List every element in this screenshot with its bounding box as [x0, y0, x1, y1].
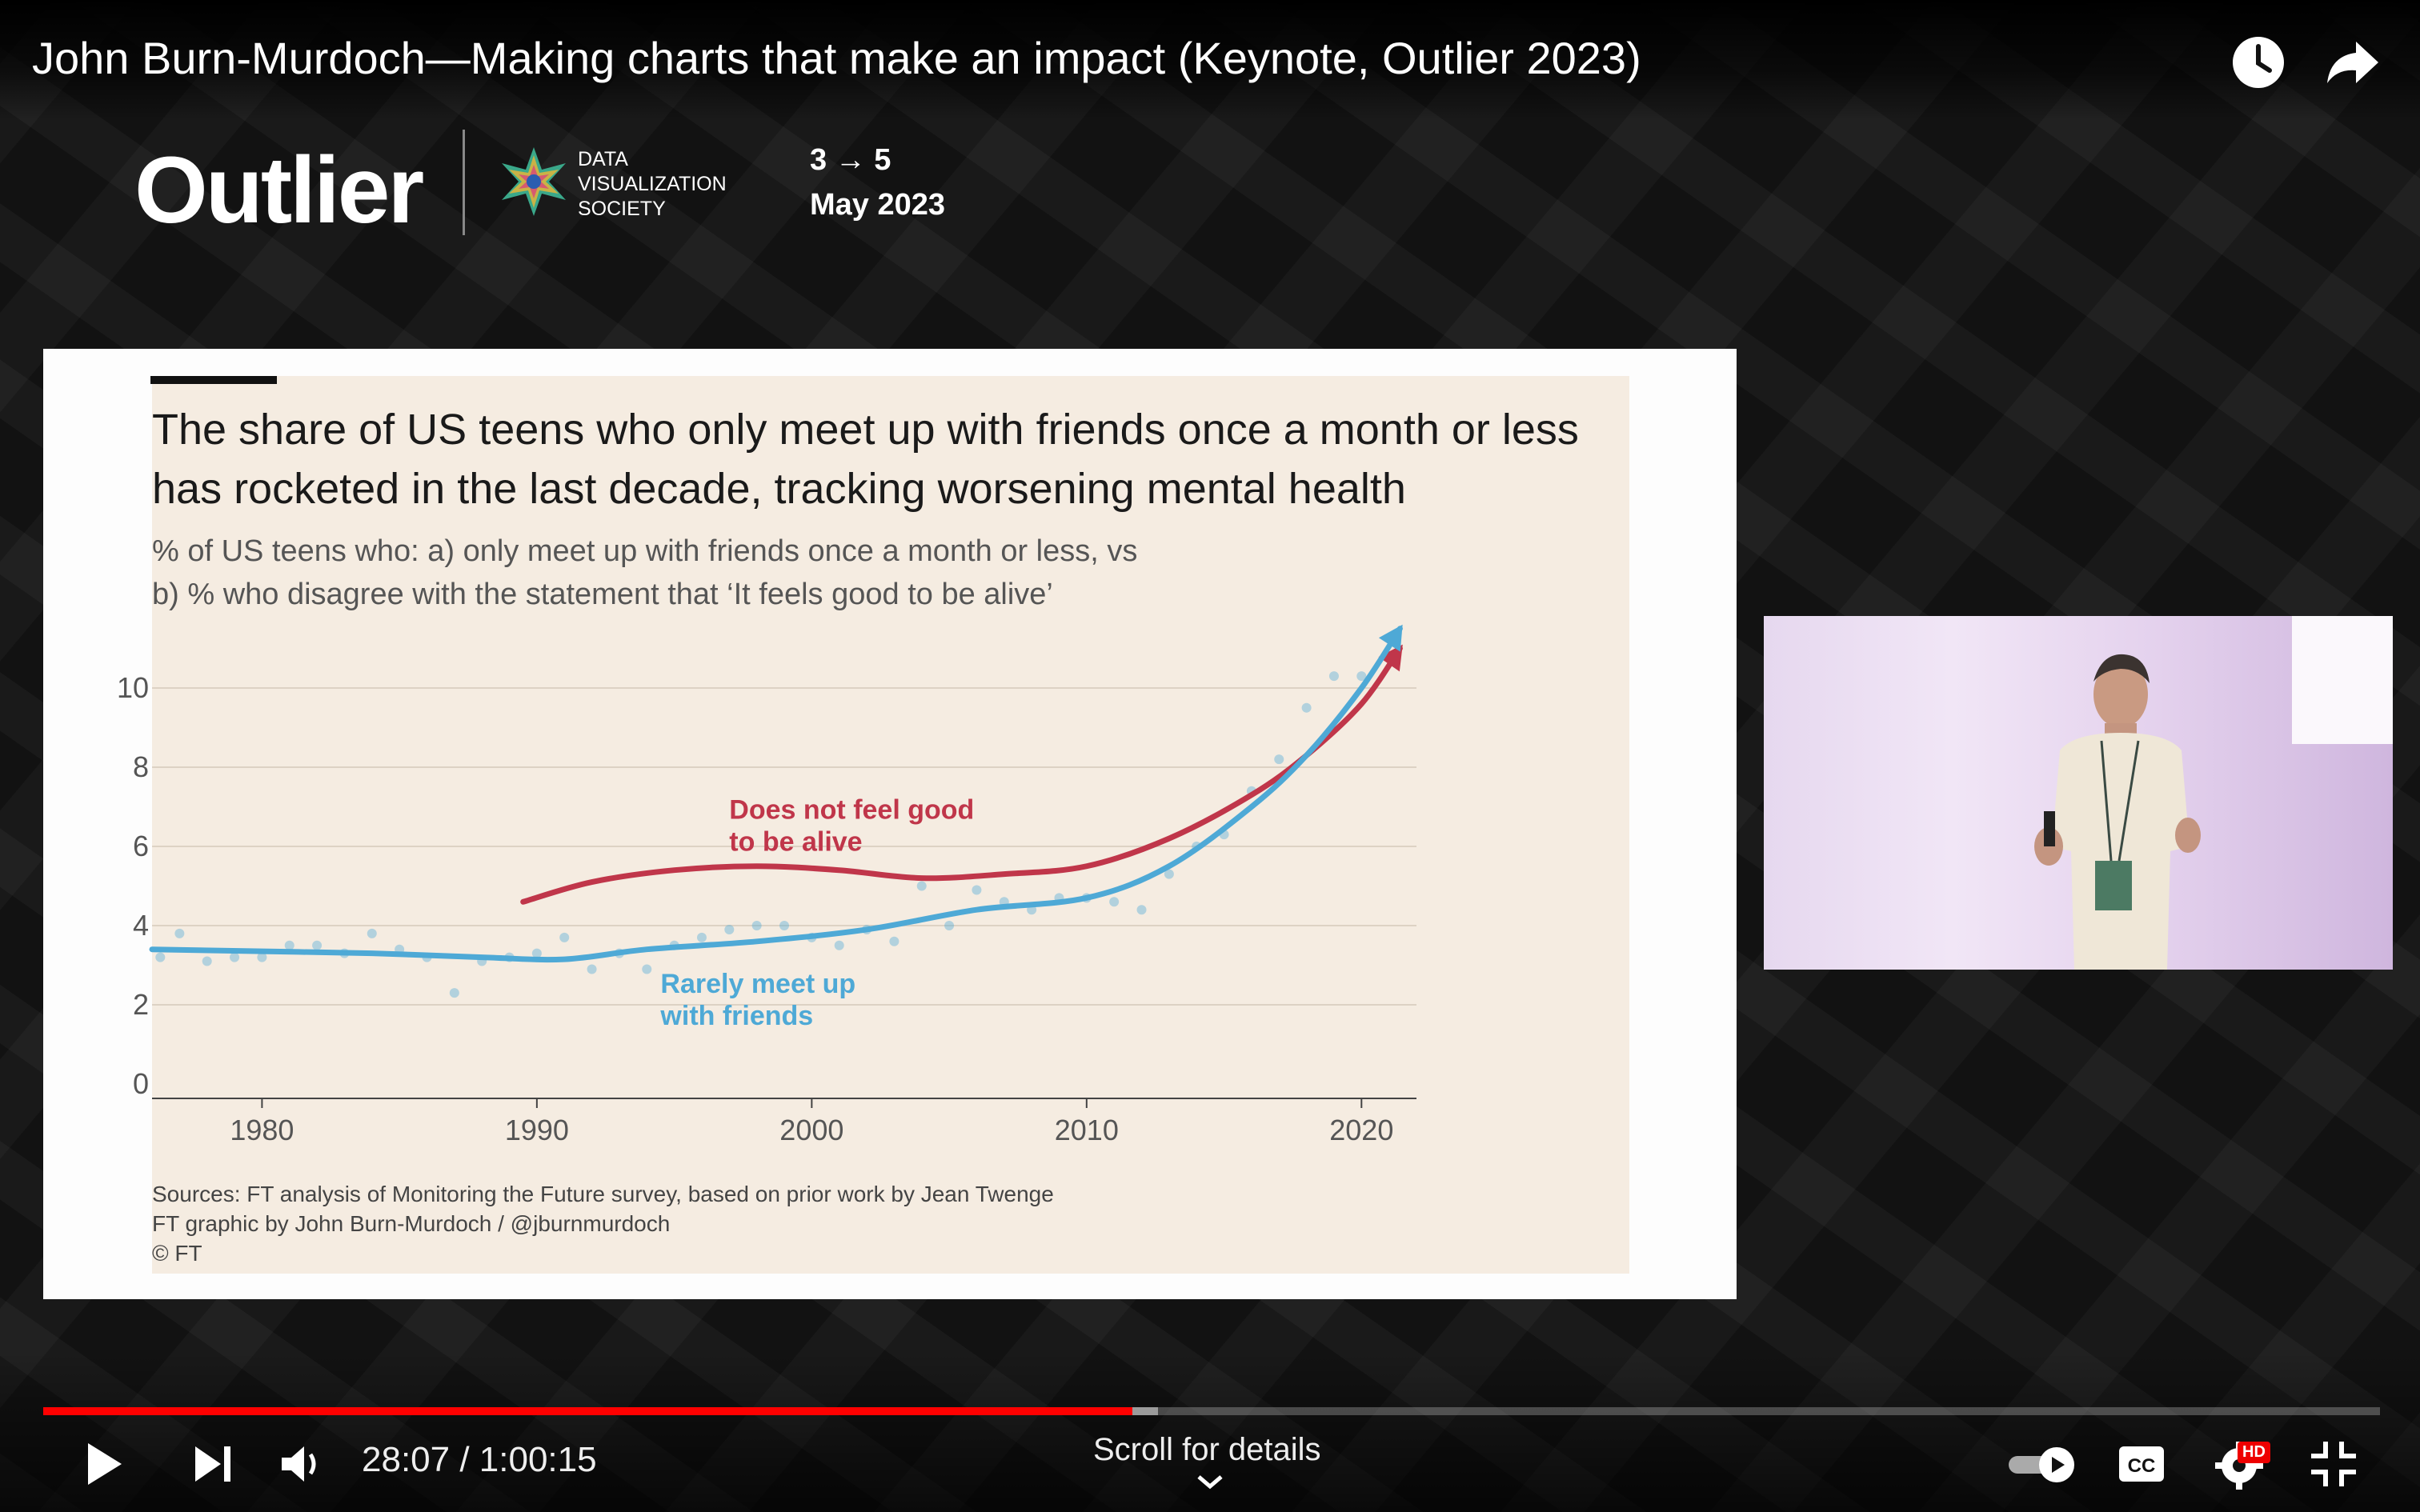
chart-panel	[152, 376, 1629, 1274]
chart-title-line: The share of US teens who only meet up w…	[152, 406, 1579, 454]
projector-screen-edge	[2292, 616, 2393, 744]
series-label: to be alive	[729, 826, 862, 857]
credit-line: FT graphic by John Burn-Murdoch / @jburn…	[152, 1211, 671, 1236]
speaker-figure	[2034, 654, 2201, 970]
data-point	[1109, 897, 1120, 907]
y-tick-label: 8	[133, 750, 149, 783]
volume-icon[interactable]	[270, 1435, 328, 1493]
data-point	[972, 885, 982, 895]
x-tick-label: 2000	[779, 1114, 843, 1146]
data-point	[257, 952, 267, 962]
y-tick-label: 6	[133, 830, 149, 862]
time-display: 28:07 / 1:00:15	[362, 1440, 597, 1480]
chart-title-line: has rocketed in the last decade, trackin…	[152, 465, 1406, 513]
data-point	[155, 952, 166, 962]
player-title-bar	[0, 0, 2420, 120]
data-point	[696, 932, 707, 942]
chart-subtitle-line: % of US teens who: a) only meet up with …	[152, 534, 1138, 568]
data-point	[916, 881, 927, 891]
data-point	[202, 956, 212, 966]
chart-subtitle-line: b) % who disagree with the statement tha…	[152, 578, 1053, 611]
data-point	[367, 928, 377, 938]
autoplay-toggle-icon[interactable]	[2004, 1435, 2081, 1493]
series-line	[520, 646, 1403, 905]
time-total: 1:00:15	[479, 1440, 597, 1479]
data-point	[559, 932, 570, 942]
data-point	[1356, 671, 1367, 682]
data-point	[1164, 869, 1174, 879]
dvs-line: SOCIETY	[578, 198, 666, 220]
dvs-star-icon	[502, 147, 566, 216]
chart-subtitle: % of US teens who: a) only meet up with …	[152, 530, 1137, 616]
data-point	[174, 928, 185, 938]
video-title[interactable]: John Burn-Murdoch—Making charts that mak…	[32, 33, 1641, 83]
y-tick-label: 0	[133, 1067, 149, 1100]
outlier-logo: Outlier	[134, 138, 424, 243]
data-point	[642, 964, 652, 974]
data-point	[312, 940, 323, 950]
captions-icon[interactable]: CC	[2113, 1435, 2170, 1493]
chart-accent-bar	[150, 376, 277, 384]
dvs-wordmark: DATA VISUALIZATION SOCIETY	[578, 147, 727, 222]
chevron-down-icon[interactable]	[1194, 1472, 1226, 1491]
share-icon[interactable]	[2324, 34, 2382, 91]
event-days: 3 → 5	[810, 143, 891, 177]
data-point	[449, 988, 459, 998]
data-point	[531, 948, 542, 958]
scroll-for-details[interactable]: Scroll for details	[1093, 1432, 1321, 1467]
data-point	[1136, 905, 1147, 915]
play-icon[interactable]	[74, 1435, 131, 1493]
dvs-line: DATA	[578, 148, 628, 170]
hd-badge: HD	[2238, 1442, 2270, 1463]
series-line	[149, 626, 1403, 963]
series-label: Does not feel good	[729, 794, 974, 825]
data-point	[230, 952, 240, 962]
data-point	[944, 921, 955, 930]
series-label: with friends	[659, 1001, 813, 1031]
event-month: May 2023	[810, 188, 946, 222]
data-point	[751, 921, 762, 930]
chart-sources: Sources: FT analysis of Monitoring the F…	[152, 1179, 1054, 1268]
progress-bar[interactable]	[43, 1407, 2380, 1415]
exit-fullscreen-icon[interactable]	[2305, 1435, 2362, 1493]
series-arrowhead	[1378, 624, 1403, 652]
data-point	[779, 921, 789, 930]
speaker-camera-inset	[1764, 616, 2393, 970]
data-point	[284, 940, 294, 950]
data-point	[1274, 754, 1284, 765]
svg-text:CC: CC	[2128, 1455, 2156, 1477]
sources-line: Sources: FT analysis of Monitoring the F…	[152, 1182, 1054, 1206]
x-tick-label: 2010	[1055, 1114, 1119, 1146]
dvs-line: VISUALIZATION	[578, 173, 727, 195]
y-tick-label: 10	[117, 671, 149, 704]
logo-divider	[463, 130, 465, 235]
series-label: Rarely meet up	[660, 969, 855, 999]
data-point	[834, 940, 844, 950]
x-tick-label: 2020	[1329, 1114, 1393, 1146]
x-tick-label: 1990	[505, 1114, 569, 1146]
data-point	[1328, 671, 1339, 682]
series-arrowhead	[1378, 644, 1403, 672]
data-point	[889, 936, 899, 946]
event-dates: 3 → 5 May 2023	[810, 138, 945, 227]
line-chart: 0 2 4 6 8 10 1980 1990 2000 2010 2020 Does not fee…	[117, 624, 1416, 1146]
data-point	[587, 964, 597, 974]
data-point	[1301, 702, 1312, 713]
data-point	[724, 924, 735, 934]
next-icon[interactable]	[184, 1435, 242, 1493]
y-tick-label: 4	[133, 909, 149, 942]
y-tick-label: 2	[133, 988, 149, 1021]
time-separator: /	[450, 1440, 479, 1479]
x-tick-label: 1980	[230, 1114, 294, 1146]
watch-later-icon[interactable]	[2230, 34, 2287, 91]
time-current: 28:07	[362, 1440, 451, 1479]
chart-title: The share of US teens who only meet up w…	[152, 400, 1579, 518]
progress-played	[43, 1407, 1132, 1415]
copyright-line: © FT	[152, 1241, 202, 1266]
